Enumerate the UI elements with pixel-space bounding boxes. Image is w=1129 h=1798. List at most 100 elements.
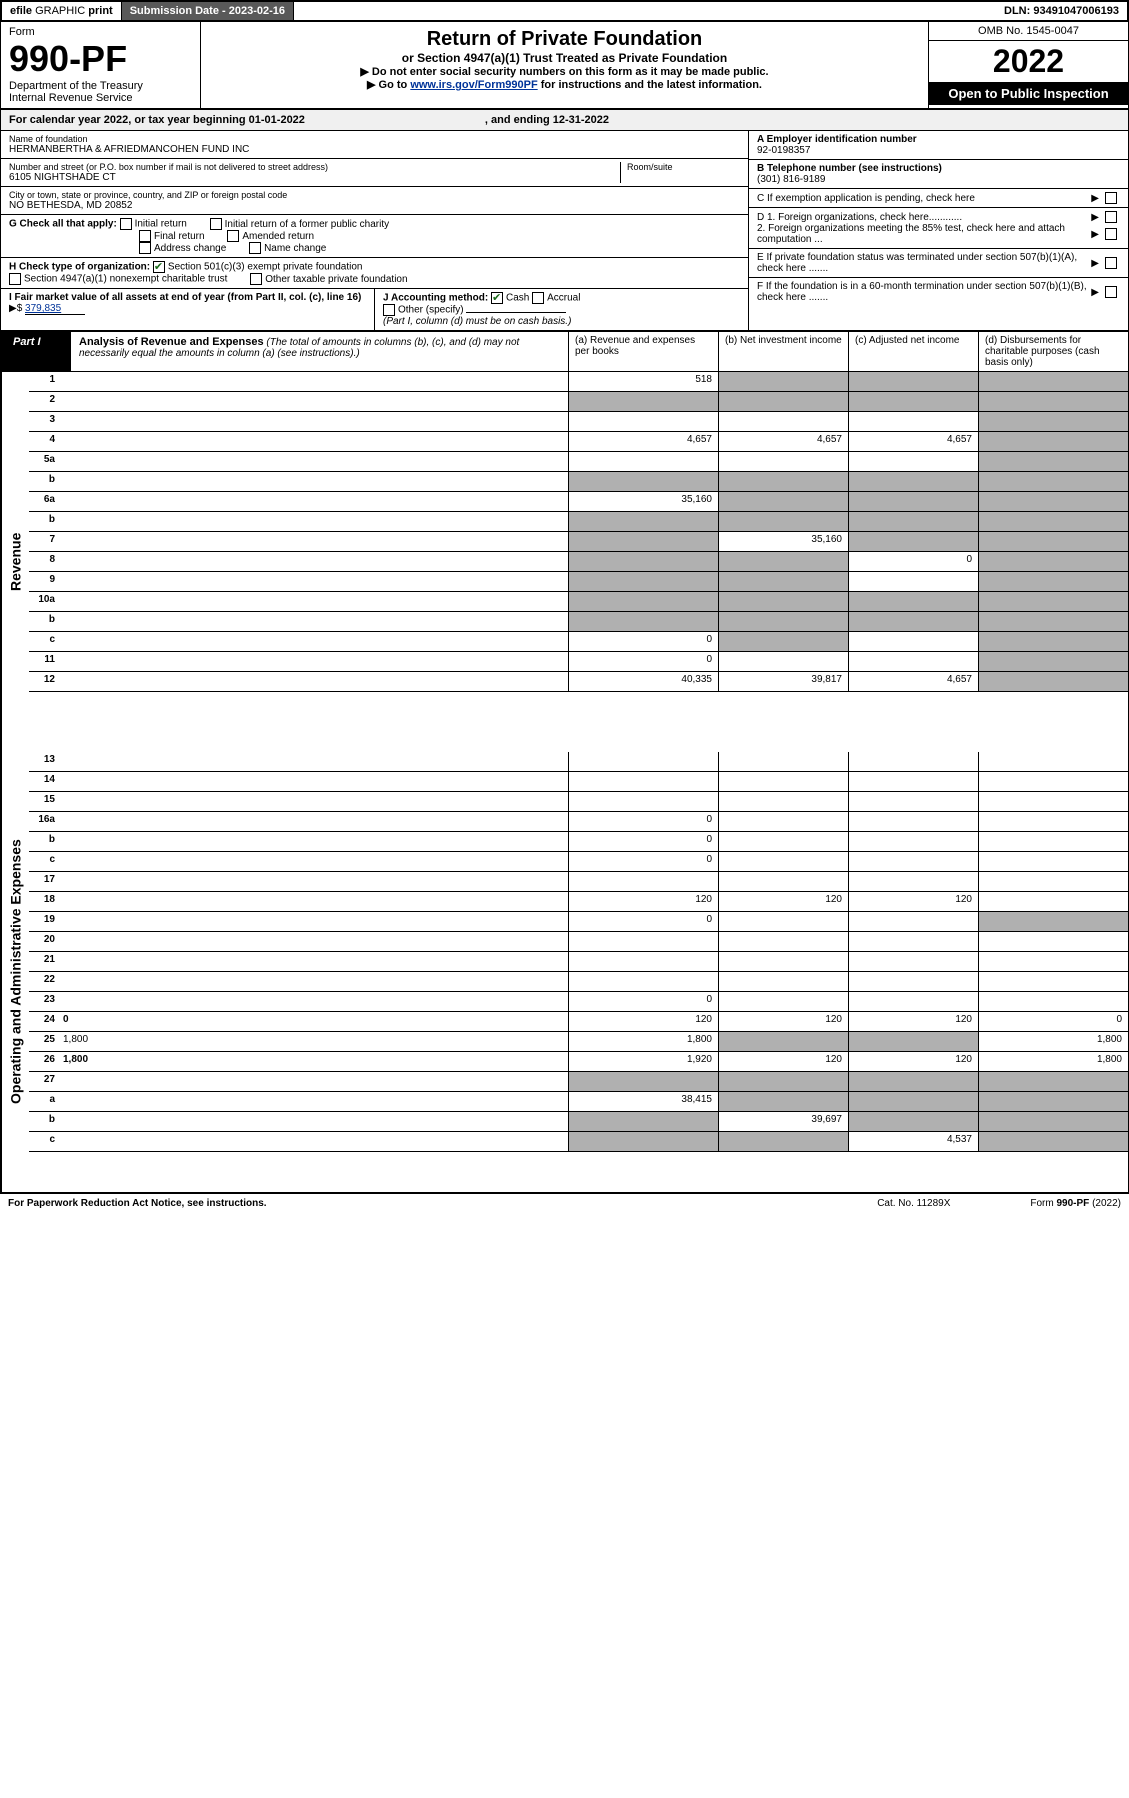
- amt-a: 518: [568, 372, 718, 391]
- fmv-value[interactable]: 379,835: [25, 303, 85, 315]
- line-desc: [59, 972, 568, 991]
- form-title: Return of Private Foundation: [209, 28, 920, 51]
- amt-d: [978, 992, 1128, 1011]
- amt-b: [718, 492, 848, 511]
- line-desc: 0: [59, 1012, 568, 1031]
- amt-c: [848, 612, 978, 631]
- table-row: 44,6574,6574,657: [29, 432, 1128, 452]
- checkbox-address[interactable]: [139, 242, 151, 254]
- amt-a: [568, 472, 718, 491]
- irs-link[interactable]: www.irs.gov/Form990PF: [410, 79, 537, 91]
- amt-a: 4,657: [568, 432, 718, 451]
- amt-c: [848, 832, 978, 851]
- line-desc: [59, 892, 568, 911]
- table-row: 1518: [29, 372, 1128, 392]
- j-note: (Part I, column (d) must be on cash basi…: [383, 316, 571, 327]
- amt-a: 35,160: [568, 492, 718, 511]
- efile-label: efile GRAPHIC print: [2, 2, 122, 20]
- checkbox-name[interactable]: [249, 242, 261, 254]
- amt-b: [718, 592, 848, 611]
- checkbox-amended[interactable]: [227, 230, 239, 242]
- line-desc: [59, 612, 568, 631]
- line-number: 17: [29, 872, 59, 891]
- checkbox-e[interactable]: [1105, 257, 1117, 269]
- line-number: c: [29, 1132, 59, 1151]
- line-desc: [59, 852, 568, 871]
- amt-b: [718, 512, 848, 531]
- amt-a: 40,335: [568, 672, 718, 691]
- c-label: C If exemption application is pending, c…: [757, 193, 1091, 204]
- line-desc: [59, 432, 568, 451]
- table-row: b: [29, 612, 1128, 632]
- street-address: 6105 NIGHTSHADE CT: [9, 172, 620, 183]
- amt-c: 0: [848, 552, 978, 571]
- form-ref: Form 990-PF (2022): [1030, 1198, 1121, 1209]
- amt-d: [978, 592, 1128, 611]
- irs-label: Internal Revenue Service: [9, 92, 192, 104]
- amt-c: [848, 812, 978, 831]
- table-row: 2401201201200: [29, 1012, 1128, 1032]
- amt-b: [718, 1092, 848, 1111]
- amt-b: [718, 752, 848, 771]
- line-number: 6a: [29, 492, 59, 511]
- info-block: Name of foundation HERMANBERTHA & AFRIED…: [0, 131, 1129, 331]
- checkbox-initial-former[interactable]: [210, 218, 222, 230]
- amt-a: [568, 612, 718, 631]
- amt-b: [718, 952, 848, 971]
- amt-a: [568, 452, 718, 471]
- table-row: 14: [29, 772, 1128, 792]
- amt-d: [978, 652, 1128, 671]
- col-b-header: (b) Net investment income: [718, 332, 848, 371]
- checkbox-other-method[interactable]: [383, 304, 395, 316]
- amt-b: [718, 1132, 848, 1151]
- line-number: 27: [29, 1072, 59, 1091]
- checkbox-cash[interactable]: [491, 292, 503, 304]
- amt-b: [718, 372, 848, 391]
- amt-a: 1,920: [568, 1052, 718, 1071]
- amt-a: [568, 872, 718, 891]
- line-desc: 1,800: [59, 1032, 568, 1051]
- checkbox-accrual[interactable]: [532, 292, 544, 304]
- h-section: H Check type of organization: Section 50…: [1, 258, 748, 289]
- line-number: b: [29, 1112, 59, 1131]
- amt-c: [848, 852, 978, 871]
- line-desc: [59, 1072, 568, 1091]
- dept-treasury: Department of the Treasury: [9, 80, 192, 92]
- amt-c: [848, 532, 978, 551]
- line-desc: [59, 932, 568, 951]
- line-number: 14: [29, 772, 59, 791]
- form-header: Form 990-PF Department of the Treasury I…: [0, 22, 1129, 108]
- amt-c: [848, 792, 978, 811]
- table-row: 110: [29, 652, 1128, 672]
- amt-b: 39,817: [718, 672, 848, 691]
- note-link: ▶ Go to www.irs.gov/Form990PF for instru…: [209, 78, 920, 91]
- checkbox-f[interactable]: [1105, 286, 1117, 298]
- amt-b: 120: [718, 892, 848, 911]
- checkbox-final[interactable]: [139, 230, 151, 242]
- line-desc: [59, 592, 568, 611]
- table-row: 17: [29, 872, 1128, 892]
- amt-d: [978, 812, 1128, 831]
- line-number: 11: [29, 652, 59, 671]
- checkbox-other-tax[interactable]: [250, 273, 262, 285]
- table-row: 190: [29, 912, 1128, 932]
- checkbox-d2[interactable]: [1105, 228, 1117, 240]
- checkbox-initial[interactable]: [120, 218, 132, 230]
- amt-c: [848, 912, 978, 931]
- checkbox-501c3[interactable]: [153, 261, 165, 273]
- name-label: Name of foundation: [9, 134, 740, 144]
- line-desc: [59, 792, 568, 811]
- amt-a: [568, 392, 718, 411]
- line-desc: [59, 772, 568, 791]
- table-row: 5a: [29, 452, 1128, 472]
- form-subtitle: or Section 4947(a)(1) Trust Treated as P…: [209, 51, 920, 65]
- page-footer: For Paperwork Reduction Act Notice, see …: [0, 1192, 1129, 1213]
- table-row: 251,8001,8001,800: [29, 1032, 1128, 1052]
- table-row: 21: [29, 952, 1128, 972]
- line-desc: [59, 512, 568, 531]
- checkbox-4947[interactable]: [9, 273, 21, 285]
- line-desc: [59, 472, 568, 491]
- table-row: 80: [29, 552, 1128, 572]
- checkbox-c[interactable]: [1105, 192, 1117, 204]
- checkbox-d1[interactable]: [1105, 211, 1117, 223]
